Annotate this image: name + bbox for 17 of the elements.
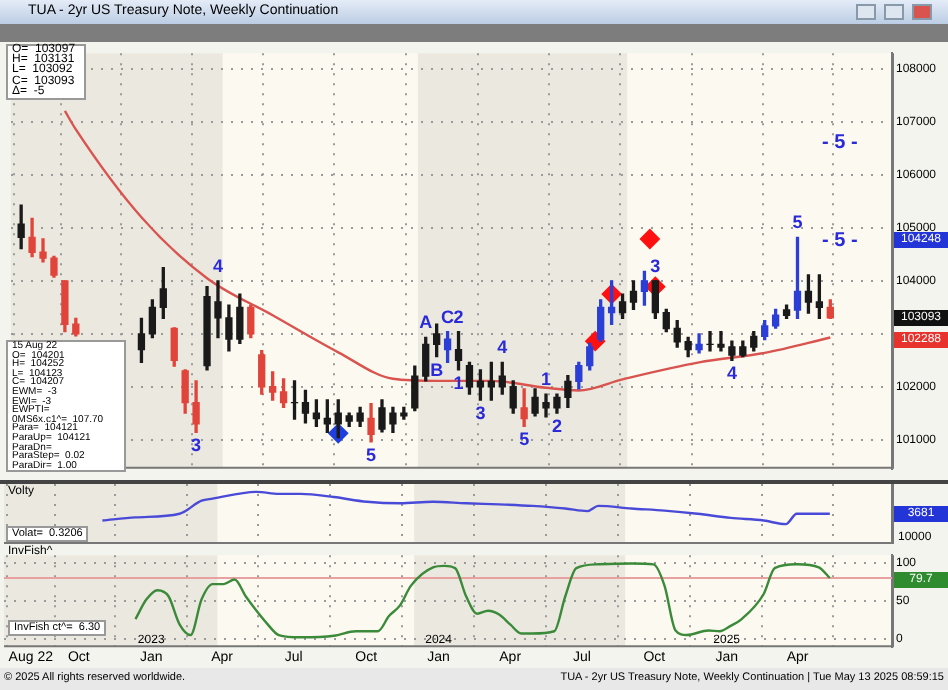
annotation: B	[430, 359, 445, 380]
annotation: A	[419, 312, 434, 333]
annotation: 3	[650, 255, 661, 276]
annotation: 2	[551, 416, 562, 437]
annotation: 5	[792, 212, 803, 233]
annotation: - 5 -	[822, 132, 858, 154]
annotation: C	[441, 306, 456, 327]
annotation: 4	[497, 337, 508, 358]
annotation: 4	[212, 255, 223, 276]
annotation: 5	[366, 444, 377, 465]
annotation: 4	[726, 363, 737, 384]
annotation: 3	[475, 402, 486, 423]
annotation: 5	[519, 429, 530, 450]
annotation: 1	[540, 369, 552, 390]
annotation: 2	[453, 306, 464, 327]
annotation: 3	[191, 435, 202, 456]
annotation: - 5 -	[822, 230, 858, 252]
